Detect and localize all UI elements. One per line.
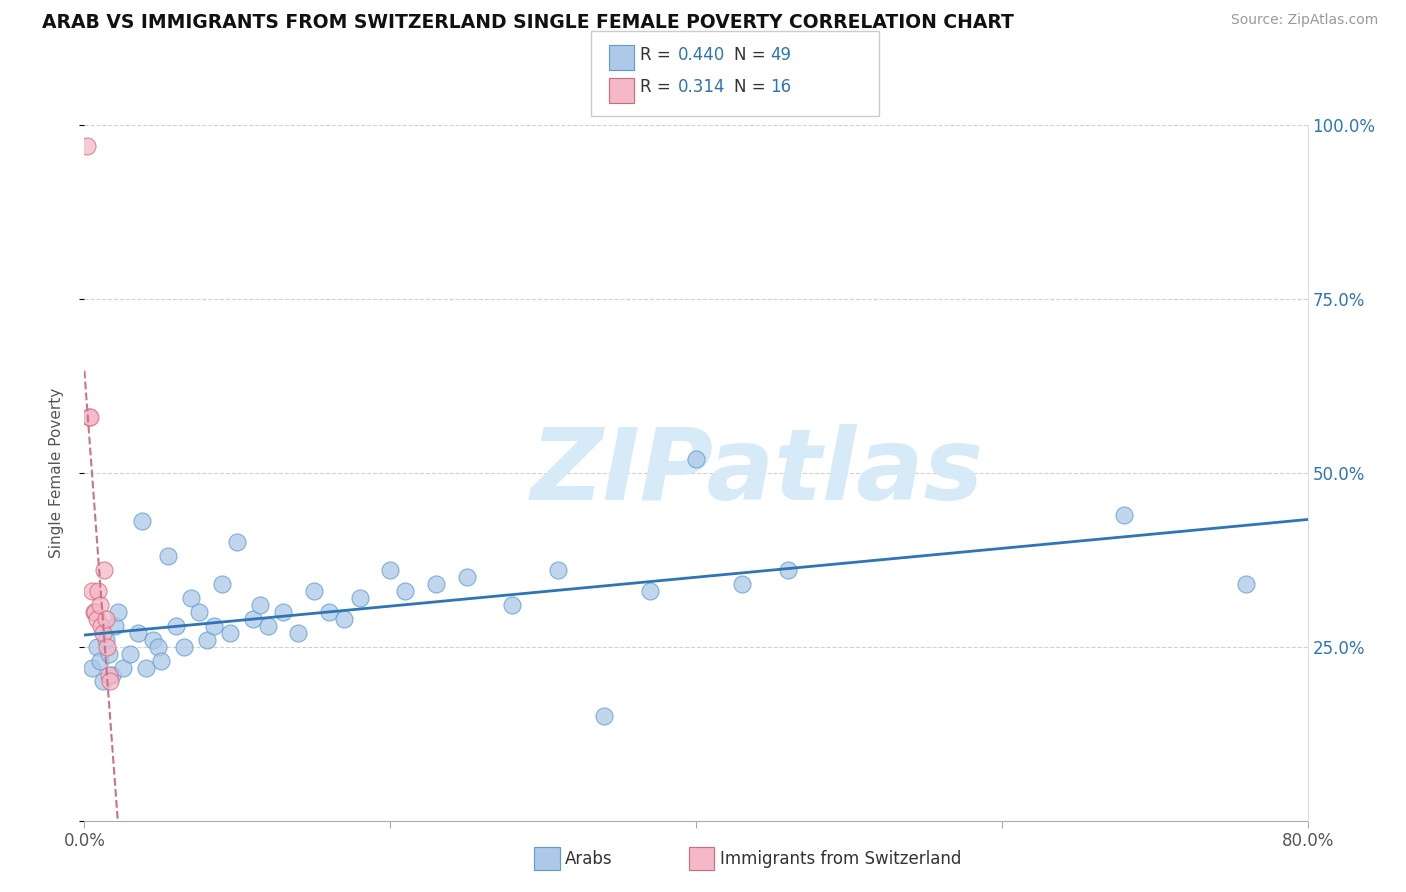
Point bbox=[547, 563, 569, 577]
Point bbox=[146, 640, 169, 654]
Point bbox=[79, 410, 101, 425]
Point bbox=[195, 632, 218, 647]
Point bbox=[242, 612, 264, 626]
Point bbox=[249, 598, 271, 612]
Point bbox=[84, 605, 107, 619]
Point bbox=[218, 625, 240, 640]
Point bbox=[94, 612, 117, 626]
Point bbox=[97, 667, 120, 681]
Point bbox=[776, 563, 799, 577]
Point bbox=[638, 584, 661, 599]
Point bbox=[96, 640, 118, 654]
Point bbox=[131, 515, 153, 529]
Point bbox=[202, 619, 225, 633]
Text: 0.440: 0.440 bbox=[678, 46, 725, 64]
Text: 0.314: 0.314 bbox=[678, 78, 725, 96]
Text: 49: 49 bbox=[770, 46, 792, 64]
Point bbox=[257, 619, 280, 633]
Point bbox=[111, 660, 134, 674]
Point bbox=[97, 647, 120, 661]
Point bbox=[142, 632, 165, 647]
Point bbox=[180, 591, 202, 605]
Point bbox=[90, 619, 112, 633]
Text: R =: R = bbox=[640, 46, 671, 64]
Point bbox=[94, 632, 117, 647]
Point bbox=[120, 647, 142, 661]
Point bbox=[302, 584, 325, 599]
Point bbox=[80, 584, 103, 599]
Point bbox=[91, 625, 114, 640]
Point bbox=[1236, 577, 1258, 591]
Point bbox=[502, 598, 524, 612]
Point bbox=[394, 584, 416, 599]
Point bbox=[173, 640, 195, 654]
Point bbox=[91, 674, 114, 689]
Text: 16: 16 bbox=[770, 78, 792, 96]
Point bbox=[127, 625, 149, 640]
Point bbox=[86, 612, 108, 626]
Point bbox=[157, 549, 180, 564]
Point bbox=[98, 674, 121, 689]
Point bbox=[1114, 508, 1136, 522]
Y-axis label: Single Female Poverty: Single Female Poverty bbox=[49, 388, 63, 558]
Point bbox=[107, 605, 129, 619]
Point bbox=[349, 591, 371, 605]
Point bbox=[380, 563, 402, 577]
Point bbox=[76, 138, 98, 153]
Point bbox=[89, 654, 111, 668]
Point bbox=[93, 563, 115, 577]
Point bbox=[149, 654, 172, 668]
Text: N =: N = bbox=[734, 46, 765, 64]
Point bbox=[333, 612, 356, 626]
Text: ZIPatlas: ZIPatlas bbox=[530, 425, 984, 521]
Point bbox=[211, 577, 233, 591]
Text: Source: ZipAtlas.com: Source: ZipAtlas.com bbox=[1230, 13, 1378, 28]
Point bbox=[80, 660, 103, 674]
Point bbox=[287, 625, 309, 640]
Point bbox=[425, 577, 447, 591]
Point bbox=[87, 584, 110, 599]
Point bbox=[83, 605, 105, 619]
Point bbox=[685, 451, 707, 466]
Point bbox=[318, 605, 340, 619]
Point bbox=[226, 535, 249, 549]
Point bbox=[101, 667, 124, 681]
Point bbox=[135, 660, 157, 674]
Text: R =: R = bbox=[640, 78, 671, 96]
Point bbox=[456, 570, 478, 584]
Point bbox=[731, 577, 754, 591]
Point bbox=[165, 619, 187, 633]
Point bbox=[188, 605, 211, 619]
Point bbox=[104, 619, 127, 633]
Point bbox=[593, 709, 616, 723]
Point bbox=[77, 410, 100, 425]
Point bbox=[271, 605, 294, 619]
Text: Immigrants from Switzerland: Immigrants from Switzerland bbox=[720, 850, 962, 868]
Point bbox=[89, 598, 111, 612]
Point bbox=[86, 640, 108, 654]
Text: Arabs: Arabs bbox=[565, 850, 613, 868]
Text: N =: N = bbox=[734, 78, 765, 96]
Text: ARAB VS IMMIGRANTS FROM SWITZERLAND SINGLE FEMALE POVERTY CORRELATION CHART: ARAB VS IMMIGRANTS FROM SWITZERLAND SING… bbox=[42, 13, 1014, 32]
